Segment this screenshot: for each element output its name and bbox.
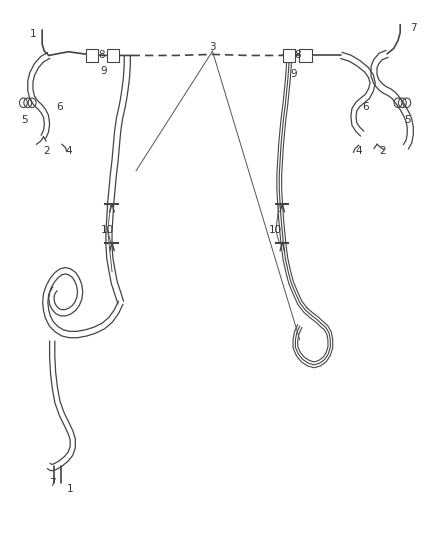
- Text: 3: 3: [209, 43, 216, 52]
- Bar: [299, 49, 311, 62]
- Text: 6: 6: [57, 102, 63, 112]
- Bar: [283, 49, 295, 62]
- Text: 6: 6: [362, 102, 369, 112]
- Text: 9: 9: [290, 69, 297, 79]
- Bar: [86, 49, 99, 62]
- Text: 2: 2: [43, 146, 50, 156]
- Text: 4: 4: [355, 146, 362, 156]
- Text: 10: 10: [269, 225, 283, 236]
- Text: 7: 7: [49, 479, 56, 488]
- Text: 4: 4: [65, 146, 72, 156]
- Text: 5: 5: [21, 115, 28, 125]
- Text: 1: 1: [67, 484, 73, 494]
- Text: 10: 10: [101, 225, 114, 236]
- Text: 8: 8: [294, 50, 301, 60]
- Text: 8: 8: [98, 50, 104, 60]
- Text: 7: 7: [410, 23, 417, 34]
- Text: 9: 9: [100, 66, 106, 76]
- Bar: [107, 49, 120, 62]
- Text: 2: 2: [379, 146, 386, 156]
- Text: 5: 5: [404, 115, 411, 125]
- Text: 1: 1: [30, 29, 37, 39]
